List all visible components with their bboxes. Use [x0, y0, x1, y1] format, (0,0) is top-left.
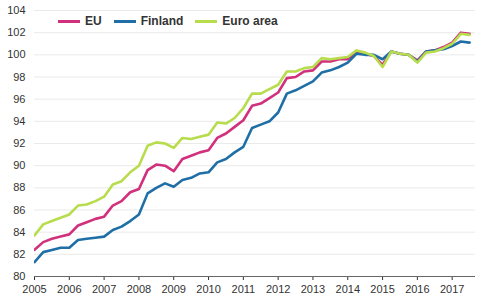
html-text:Euro area: Euro area — [222, 14, 278, 28]
svg-text:104: 104 — [7, 4, 25, 16]
svg-text:96: 96 — [13, 93, 25, 105]
svg-text:90: 90 — [13, 159, 25, 171]
svg-text:82: 82 — [13, 248, 25, 260]
svg-text:2006: 2006 — [57, 283, 81, 295]
svg-text:2005: 2005 — [22, 283, 46, 295]
svg-text:2012: 2012 — [266, 283, 290, 295]
svg-text:2013: 2013 — [301, 283, 325, 295]
svg-text:2016: 2016 — [405, 283, 429, 295]
html-text:Finland: Finland — [140, 14, 184, 28]
svg-text:2015: 2015 — [370, 283, 394, 295]
svg-text:100: 100 — [7, 48, 25, 60]
svg-text:86: 86 — [13, 204, 25, 216]
svg-text:92: 92 — [13, 137, 25, 149]
svg-text:2007: 2007 — [92, 283, 116, 295]
svg-text:102: 102 — [7, 26, 25, 38]
svg-text:94: 94 — [13, 115, 25, 127]
svg-text:84: 84 — [13, 226, 25, 238]
html-text:EU: EU — [85, 14, 102, 28]
svg-text:2017: 2017 — [440, 283, 464, 295]
svg-text:2009: 2009 — [161, 283, 185, 295]
svg-text:80: 80 — [13, 270, 25, 282]
svg-text:2014: 2014 — [336, 283, 360, 295]
svg-text:2011: 2011 — [232, 283, 256, 295]
svg-text:2008: 2008 — [127, 283, 151, 295]
svg-text:88: 88 — [13, 181, 25, 193]
svg-text:98: 98 — [13, 71, 25, 83]
svg-text:2010: 2010 — [196, 283, 220, 295]
